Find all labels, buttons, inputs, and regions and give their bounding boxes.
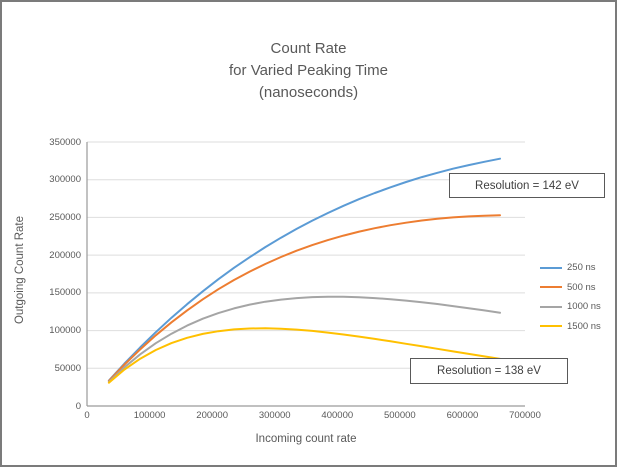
x-tick-label: 100000 <box>133 410 166 421</box>
legend-line-swatch <box>540 266 562 269</box>
legend-label: 500 ns <box>567 281 596 293</box>
y-tick-label: 350000 <box>49 136 81 148</box>
series-line-1500-ns <box>107 327 501 384</box>
legend-line-swatch <box>540 286 562 289</box>
x-tick-label: 300000 <box>258 410 291 421</box>
x-axis-title: Incoming count rate <box>255 433 357 445</box>
x-tick-label: 200000 <box>196 410 228 421</box>
legend: 250 ns 500 ns 1000 ns 1500 ns <box>540 258 601 336</box>
x-tick-label: 400000 <box>321 410 354 421</box>
legend-line-swatch <box>540 305 562 308</box>
chart-title-line-2: for Varied Peaking Time <box>229 62 388 79</box>
annotation-resolution-142: Resolution = 142 eV <box>449 173 605 198</box>
legend-label: 1000 ns <box>567 301 601 313</box>
y-tick-label: 200000 <box>49 249 81 261</box>
x-tick-label: 700000 <box>509 410 541 421</box>
series-line-1000-ns <box>107 295 501 383</box>
legend-entry-1500-ns: 1500 ns <box>540 317 601 337</box>
y-tick-label: 150000 <box>49 287 81 299</box>
y-tick-label: 300000 <box>49 174 81 186</box>
chart-title-line-3: (nanoseconds) <box>258 84 359 101</box>
y-tick-label: 50000 <box>54 362 81 374</box>
y-tick-label: 250000 <box>49 211 81 223</box>
chart-title: Count Rate for Varied Peaking Time (nano… <box>2 38 615 104</box>
y-tick-label: 100000 <box>49 325 81 337</box>
annotation-resolution-138: Resolution = 138 eV <box>410 358 568 384</box>
legend-entry-250-ns: 250 ns <box>540 258 601 278</box>
legend-line-swatch <box>540 325 562 328</box>
series-line-500-ns <box>107 214 501 382</box>
y-tick-label: 0 <box>75 400 81 412</box>
series-line-250-ns <box>107 157 501 382</box>
legend-label: 1500 ns <box>567 320 601 332</box>
x-tick-label: 0 <box>84 410 90 421</box>
chart-title-line-1: Count Rate <box>270 40 347 57</box>
x-tick-label: 500000 <box>383 410 416 421</box>
legend-entry-1000-ns: 1000 ns <box>540 297 601 317</box>
legend-entry-500-ns: 500 ns <box>540 278 601 298</box>
x-tick-label: 600000 <box>446 410 479 421</box>
legend-label: 250 ns <box>567 262 596 274</box>
